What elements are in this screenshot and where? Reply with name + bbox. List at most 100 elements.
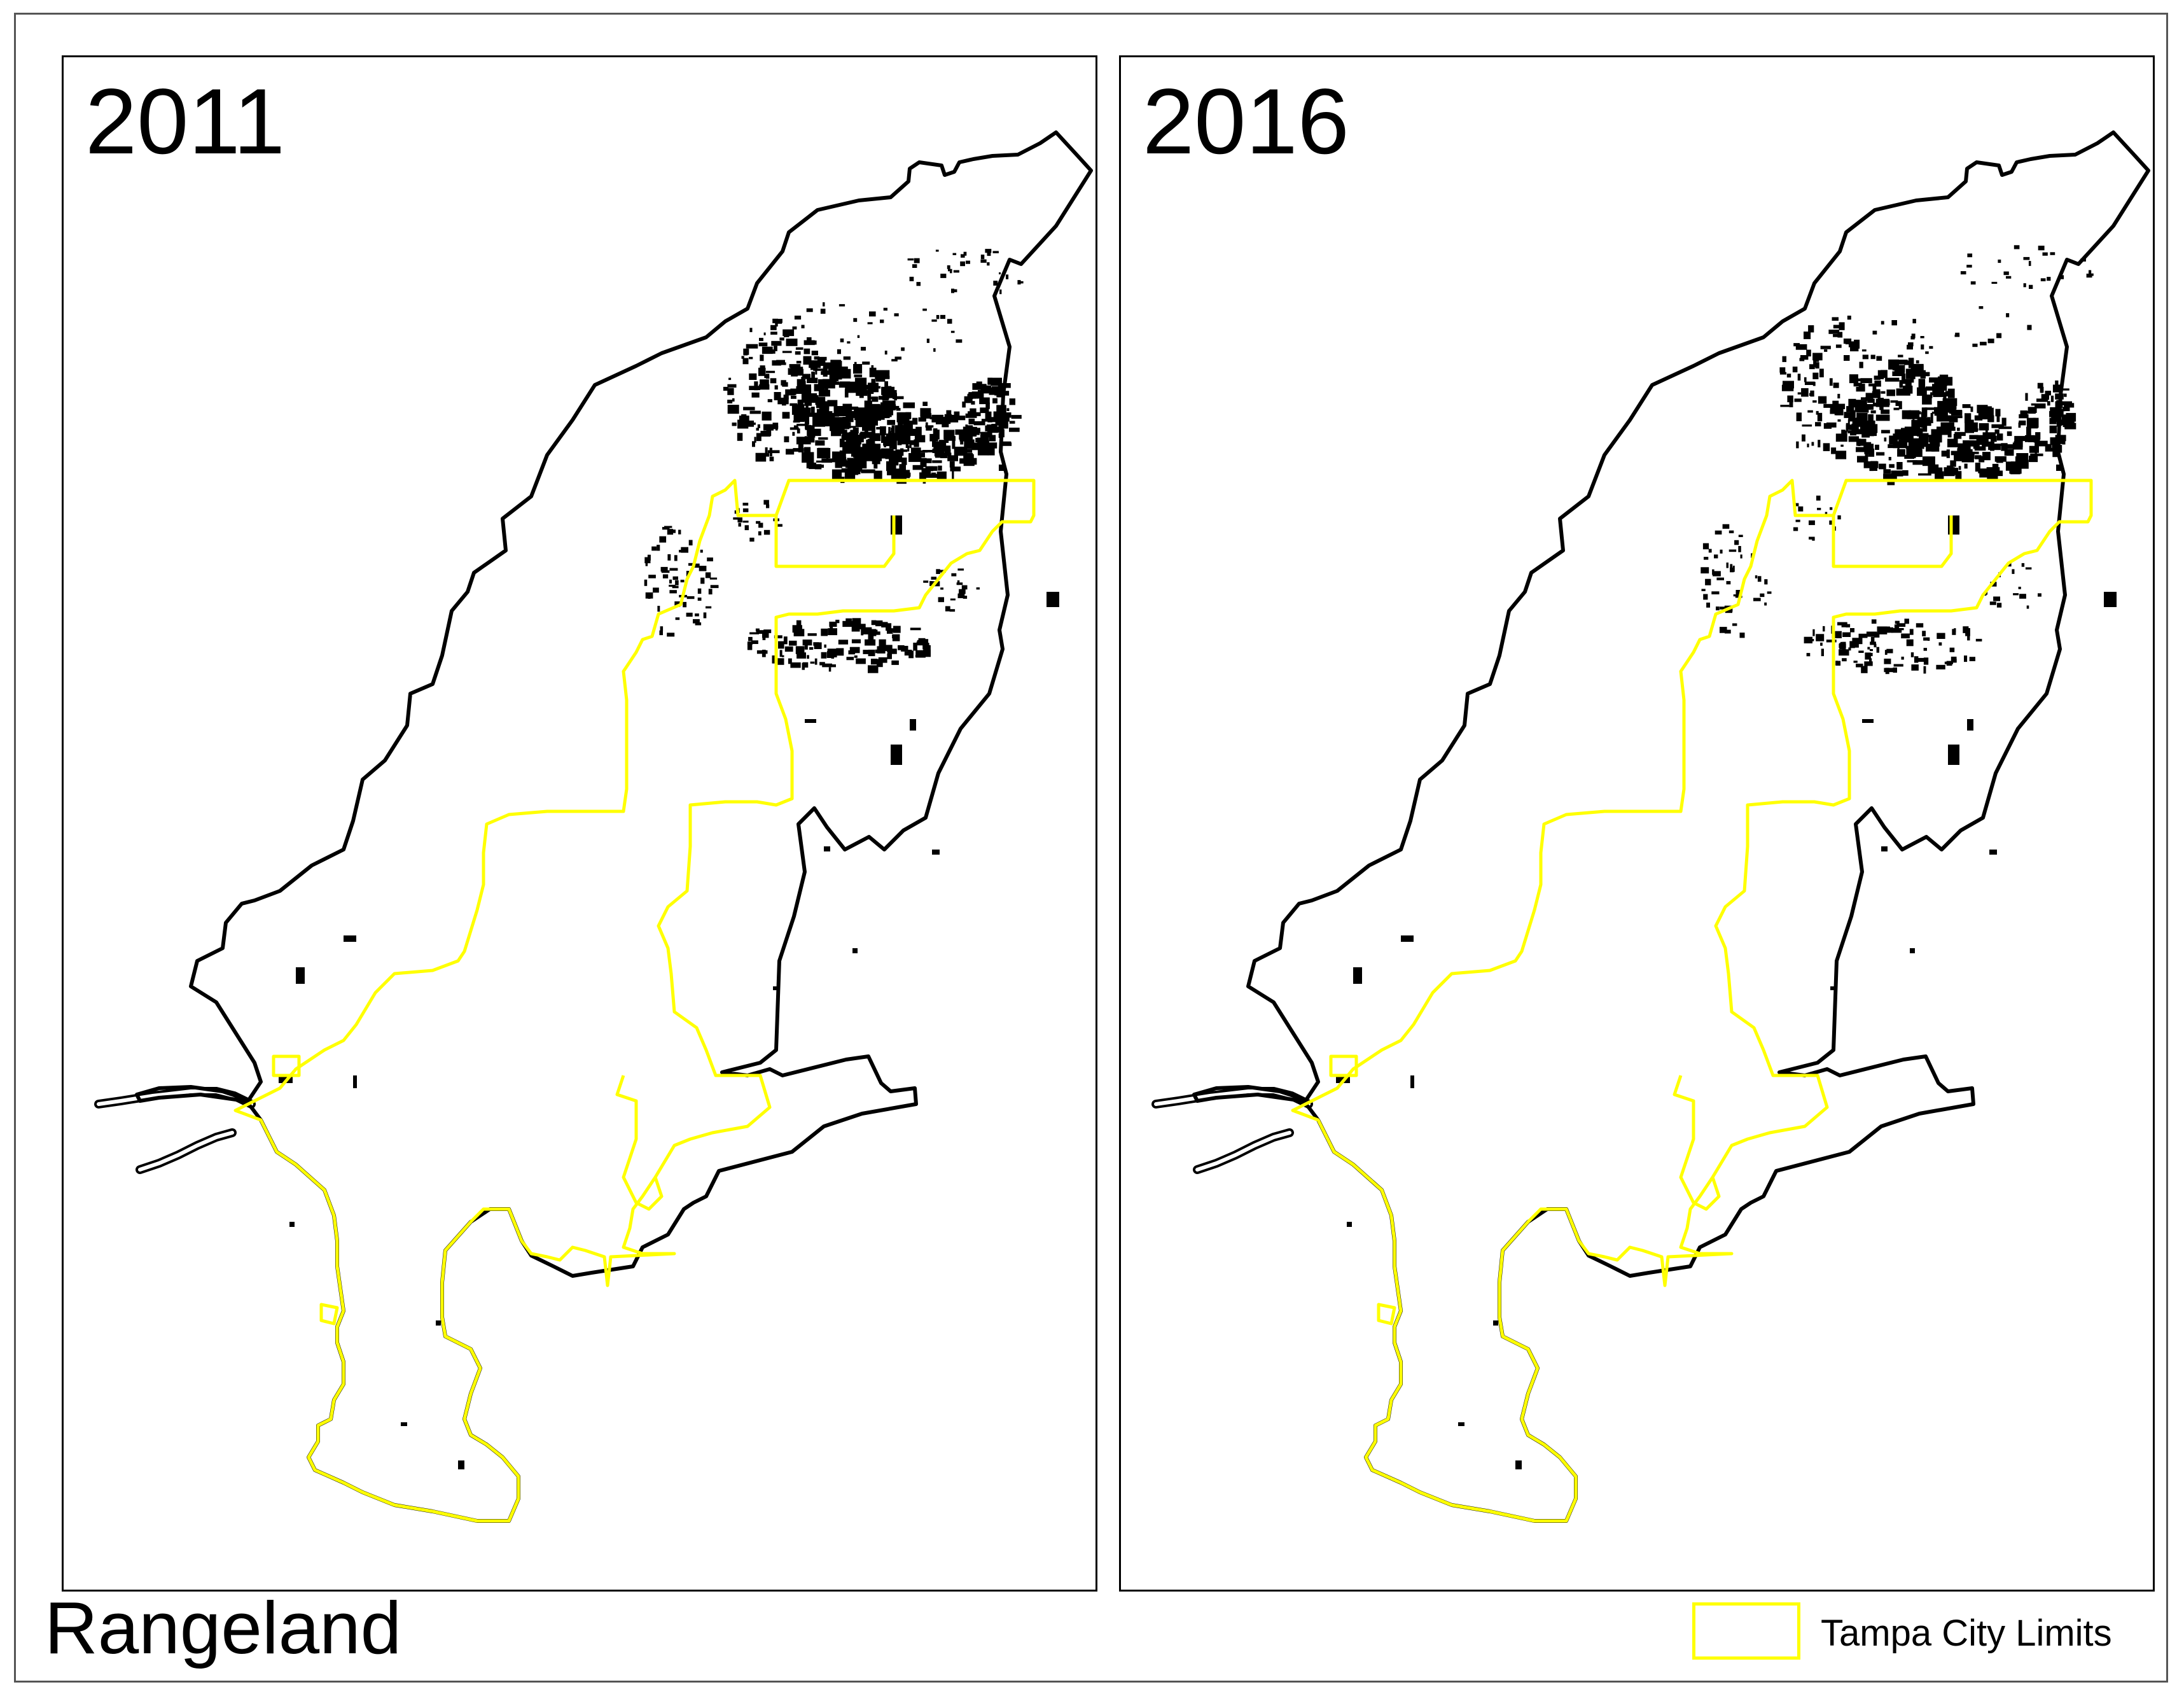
rangeland-patch — [1946, 661, 1952, 666]
rangeland-patch — [2028, 435, 2036, 442]
map-panel-2011: 2011 — [62, 55, 1097, 1592]
rangeland-patch — [811, 340, 817, 345]
rangeland-patch — [792, 625, 802, 633]
rangeland-patch — [2052, 448, 2059, 458]
rangeland-patch — [1807, 410, 1813, 413]
rangeland-patch — [875, 620, 883, 627]
rangeland-patch — [1923, 637, 1928, 641]
rangeland-patch — [1859, 361, 1863, 368]
rangeland-patch — [1804, 332, 1811, 339]
rangeland-patch — [1935, 471, 1944, 481]
rangeland-patch — [854, 361, 857, 365]
rangeland-patch — [1869, 467, 1874, 472]
rangeland-patch — [1009, 398, 1015, 405]
rangeland-patch — [894, 393, 897, 401]
rangeland-patch — [1962, 404, 1971, 409]
rangeland-patch — [344, 935, 356, 942]
rangeland-patch — [1009, 421, 1015, 424]
rangeland-patch — [859, 382, 863, 386]
rangeland-patch — [938, 465, 942, 471]
rangeland-patch — [1830, 986, 1835, 990]
rangeland-patch — [749, 632, 760, 634]
rangeland-patch — [2001, 443, 2008, 451]
rangeland-patch — [791, 395, 796, 399]
rangeland-patch — [859, 453, 871, 460]
rangeland-patch — [854, 655, 858, 658]
rangeland-patch — [2041, 394, 2049, 400]
rangeland-patch — [1847, 430, 1854, 433]
rangeland-patch — [909, 444, 912, 449]
rangeland-patch — [873, 470, 882, 480]
rangeland-patch — [1722, 524, 1730, 529]
rangeland-patch — [1975, 455, 1982, 459]
rangeland-patch — [2037, 382, 2043, 389]
rangeland-patch — [1738, 535, 1743, 537]
rangeland-patch — [1884, 650, 1888, 655]
rangeland-patch — [796, 423, 806, 426]
rangeland-patch — [1837, 419, 1841, 422]
rangeland-patch — [989, 411, 992, 418]
rangeland-patch — [1920, 365, 1924, 372]
rangeland-patch — [992, 398, 998, 403]
rangeland-patch — [1861, 397, 1868, 400]
rangeland-patch — [817, 447, 829, 458]
rangeland-patch — [856, 624, 866, 629]
rangeland-patch — [1958, 466, 1961, 470]
rangeland-patch — [1966, 265, 1972, 268]
rangeland-patch — [898, 421, 903, 428]
rangeland-patch — [667, 633, 675, 637]
rangeland-patch — [1906, 639, 1914, 647]
rangeland-patch — [932, 460, 942, 463]
rangeland-patch — [1870, 641, 1876, 645]
rangeland-patch — [1797, 392, 1802, 395]
rangeland-patch — [1701, 567, 1709, 574]
rangeland-patch — [1833, 325, 1841, 329]
rangeland-patch — [1807, 444, 1809, 447]
rangeland-patch — [1893, 664, 1903, 667]
rangeland-patch — [844, 426, 856, 428]
rangeland-patch — [790, 366, 793, 370]
rangeland-patch — [980, 255, 985, 260]
rangeland-patch — [896, 431, 909, 438]
rangeland-patch — [769, 447, 772, 457]
rangeland-patch — [928, 466, 938, 471]
rangeland-patch — [1813, 359, 1816, 368]
rangeland-patch — [1920, 433, 1929, 437]
rangeland-patch — [751, 392, 760, 398]
rangeland-patch — [845, 618, 852, 622]
rangeland-patch — [812, 417, 827, 426]
rangeland-patch — [1909, 629, 1914, 635]
rangeland-patch — [922, 308, 927, 311]
rangeland-patch — [947, 414, 959, 423]
shipping-channel-inner — [1195, 1131, 1291, 1172]
rangeland-patch — [1870, 461, 1877, 471]
rangeland-patch — [1922, 395, 1932, 405]
panel-year-label: 2016 — [1143, 69, 1349, 173]
city-limits-boundary — [272, 1054, 301, 1077]
rangeland-patch — [795, 351, 801, 355]
rangeland-patches — [279, 249, 1059, 1469]
rangeland-patch — [1995, 409, 2001, 417]
rangeland-patch — [807, 337, 812, 342]
rangeland-patch — [2025, 567, 2032, 570]
rangeland-patch — [1976, 428, 1979, 431]
rangeland-patch — [790, 388, 796, 395]
rangeland-patch — [882, 390, 889, 401]
rangeland-patch — [1877, 626, 1888, 634]
rangeland-patch — [791, 404, 805, 415]
rangeland-patch — [1720, 606, 1726, 610]
rangeland-patch — [686, 596, 695, 599]
rangeland-patch — [1885, 627, 1894, 633]
rangeland-patch — [803, 407, 811, 416]
rangeland-patch — [1714, 554, 1718, 559]
rangeland-patch — [1958, 445, 1968, 453]
rangeland-patch — [756, 521, 761, 524]
rangeland-patch — [1980, 342, 1987, 346]
rangeland-patch — [1730, 564, 1733, 569]
rangeland-patch — [2001, 417, 2007, 426]
rangeland-patch — [1830, 409, 1837, 414]
rangeland-patch — [1945, 391, 1952, 396]
rangeland-patch — [782, 382, 788, 387]
rangeland-patch — [871, 418, 878, 426]
panel-year-label: 2011 — [85, 69, 285, 173]
